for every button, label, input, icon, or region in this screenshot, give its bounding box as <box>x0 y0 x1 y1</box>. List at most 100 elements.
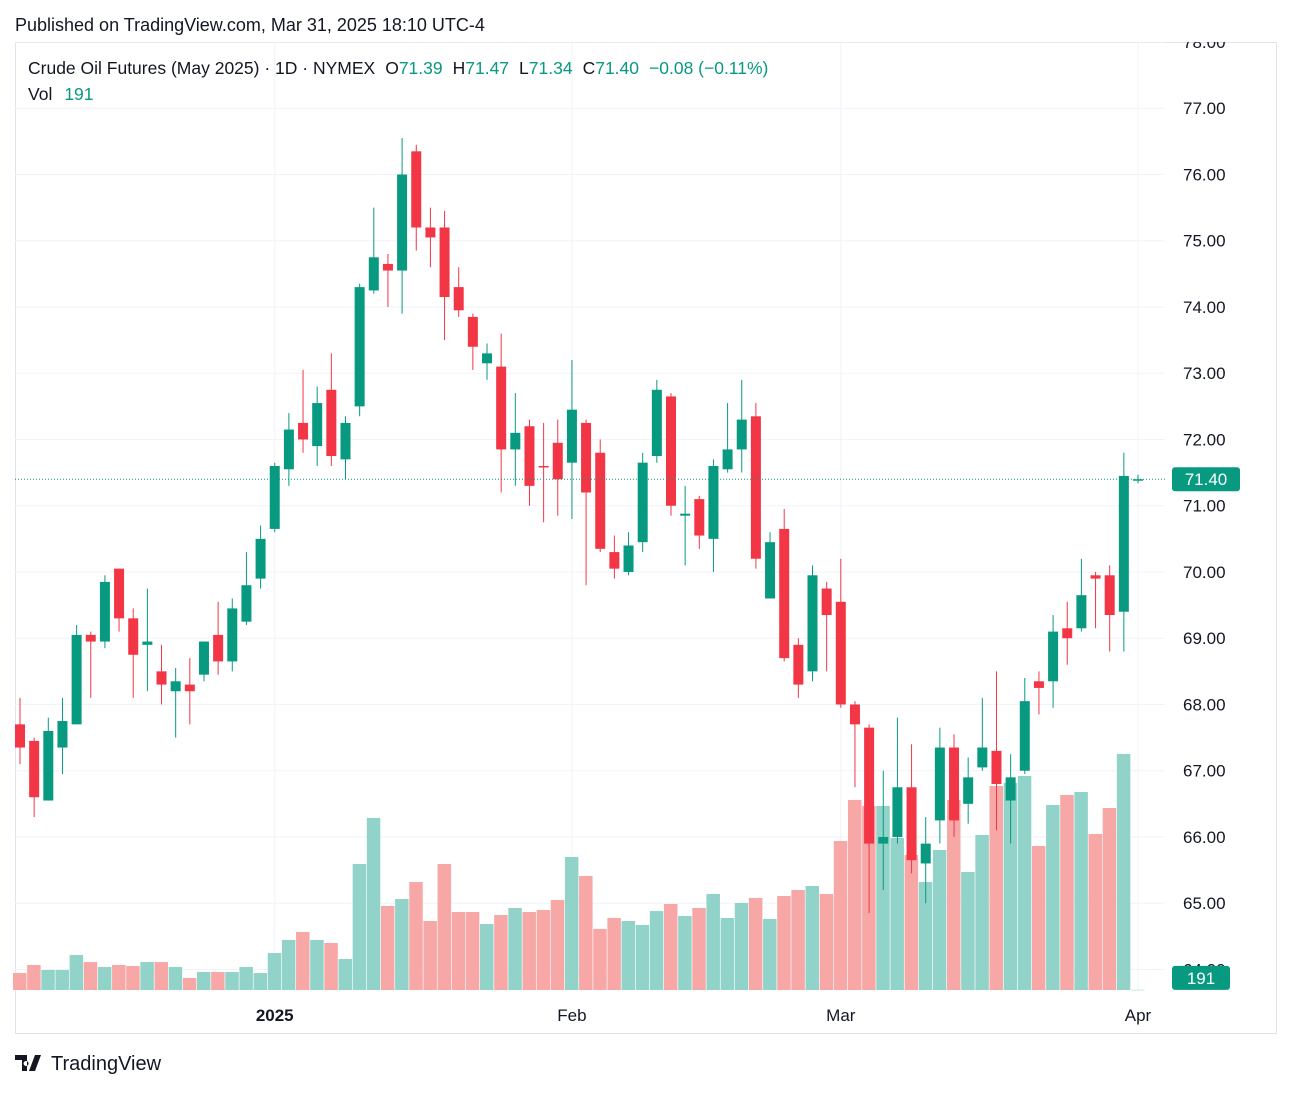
y-tick-label: 73.00 <box>1183 364 1226 383</box>
volume-bar <box>1116 753 1131 990</box>
volume-bar <box>451 911 466 990</box>
volume-bar <box>196 971 211 990</box>
candle-body <box>467 316 478 347</box>
volume-bar <box>97 966 112 990</box>
footer-text: TradingView <box>51 1053 162 1075</box>
volume-bar <box>663 904 678 990</box>
volume-bar <box>55 969 69 990</box>
volume-bar <box>734 902 749 990</box>
volume-bar <box>310 939 324 990</box>
logo-icon <box>15 1055 41 1071</box>
candle-body <box>298 422 309 440</box>
last-price-badge <box>1172 467 1240 492</box>
candle-body <box>1104 575 1115 616</box>
candle-body <box>43 730 54 801</box>
volume-bar <box>409 882 423 990</box>
volume-bar <box>1003 782 1018 990</box>
volume-bar <box>1088 833 1103 990</box>
volume-bar <box>1017 775 1032 990</box>
candle-body <box>623 545 634 572</box>
candle-body <box>665 396 676 506</box>
candle-body <box>425 227 436 238</box>
volume-bar <box>154 962 169 990</box>
legend-value: 71.40 <box>595 58 639 78</box>
candle-body <box>736 419 747 450</box>
y-tick-label: 70.00 <box>1183 563 1226 582</box>
volume-bar <box>876 805 890 990</box>
volume-bar <box>791 889 805 990</box>
candle-body <box>156 671 167 685</box>
volume-bar <box>13 973 27 990</box>
candle-body <box>1118 475 1129 612</box>
volume-bar <box>41 969 55 990</box>
volume-bar <box>423 920 437 990</box>
chart-title: Crude Oil Futures (May 2025) · 1D · NYME… <box>28 58 376 78</box>
y-tick-label: 65.00 <box>1183 894 1226 913</box>
candle-body <box>142 641 153 645</box>
footer-logo: TradingView <box>15 1053 162 1075</box>
volume-bar <box>437 864 452 990</box>
candle-body <box>312 403 323 447</box>
candle-body <box>524 426 535 486</box>
y-tick-label: 67.00 <box>1183 762 1226 781</box>
candle-body <box>878 836 889 844</box>
markers: 71.40 191 <box>15 467 1240 990</box>
legend-change: −0.08 (−0.11%) <box>649 58 768 78</box>
candle-body <box>397 174 408 271</box>
volume-bar <box>833 840 848 990</box>
volume-bar <box>225 971 239 990</box>
volume-bar <box>1131 989 1145 991</box>
candle-body <box>595 452 606 549</box>
candle-body <box>920 843 931 864</box>
volume-bar <box>593 928 607 990</box>
legend-value: 191 <box>64 84 93 104</box>
volume-bar <box>380 906 395 990</box>
legend-key: C <box>583 58 596 78</box>
candle-body <box>269 465 280 529</box>
time-axis: 2025 Feb Mar Apr <box>256 1006 1152 1025</box>
candle-body <box>1048 631 1059 682</box>
volume-bar <box>211 971 225 990</box>
volume-bar <box>182 977 197 990</box>
candle-body <box>906 787 917 861</box>
volume-bar <box>621 920 636 990</box>
candle-body <box>453 287 464 311</box>
candle-body <box>651 389 662 457</box>
candle-body <box>128 618 139 655</box>
candle-body <box>864 727 875 844</box>
candle-body <box>482 353 493 364</box>
candle-body <box>354 287 365 407</box>
candle-body <box>821 588 832 616</box>
volume-bar <box>1060 794 1074 990</box>
volume-bar <box>777 895 791 990</box>
y-tick-label: 66.00 <box>1183 828 1226 847</box>
volume-bar <box>296 931 310 990</box>
candle-body <box>340 422 351 460</box>
x-tick-label: Mar <box>826 1006 856 1025</box>
legend-key: O <box>385 58 399 78</box>
candle-body <box>991 750 1002 784</box>
candle-body <box>283 429 294 470</box>
legend-key: Vol <box>28 84 52 104</box>
candle-body <box>552 442 563 480</box>
y-tick-label: 77.00 <box>1183 99 1226 118</box>
volume-bar <box>706 893 720 990</box>
candle-body <box>1062 628 1073 639</box>
volume-bar <box>27 964 41 990</box>
candle-body <box>85 634 96 642</box>
candle-body <box>326 389 337 457</box>
volume-bar <box>494 915 508 990</box>
volume-bar <box>465 911 480 990</box>
volume-bar <box>904 855 919 990</box>
candle-body <box>496 366 507 450</box>
candle-body <box>680 513 691 516</box>
candle-body <box>892 787 903 837</box>
volume-bar <box>1074 791 1088 990</box>
candle-body <box>793 644 804 685</box>
grid <box>15 42 1165 990</box>
candle-body <box>637 462 648 543</box>
volume-bar <box>763 918 777 990</box>
y-tick-label: 78.00 <box>1183 33 1226 52</box>
volume-bar <box>649 911 664 990</box>
volume-bar <box>932 849 947 990</box>
